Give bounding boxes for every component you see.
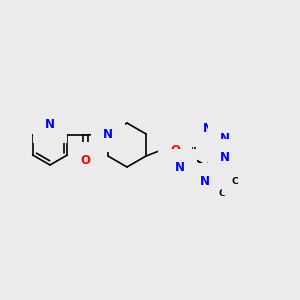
- Text: C: C: [232, 177, 238, 186]
- Text: C: C: [218, 189, 225, 198]
- Text: N: N: [103, 128, 113, 140]
- Text: N: N: [175, 160, 185, 174]
- Text: N: N: [220, 132, 230, 145]
- Text: N: N: [203, 122, 213, 136]
- Text: N: N: [220, 151, 230, 164]
- Text: C: C: [218, 165, 225, 174]
- Text: N: N: [220, 132, 230, 145]
- Text: N: N: [45, 118, 55, 131]
- Text: O: O: [170, 145, 180, 158]
- Text: O: O: [80, 154, 90, 166]
- Text: N: N: [200, 175, 210, 188]
